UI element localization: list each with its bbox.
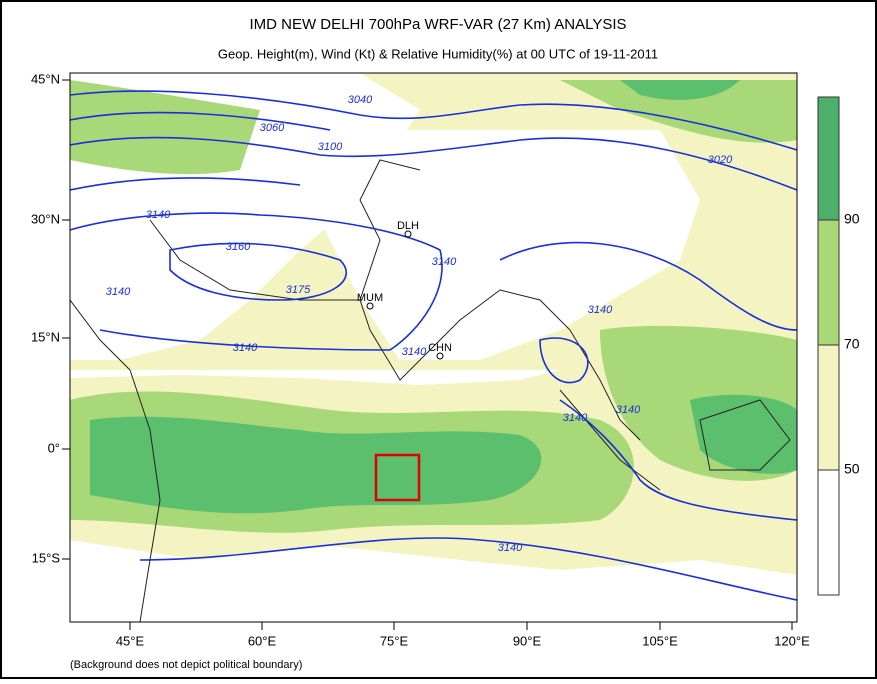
highlight-box [374,453,421,502]
contour-label: 3140 [146,209,171,221]
lat-label: 45°N [31,71,60,86]
contour-label: 3140 [106,286,131,298]
contour-label: 3140 [588,304,613,316]
contour-label: 3175 [286,284,311,296]
colorbar [817,96,840,596]
colorbar-band [817,96,840,221]
contour-label: 3140 [498,542,523,554]
lon-label: 45°E [116,633,145,648]
lon-label: 120°E [774,633,810,648]
lon-label: 105°E [642,633,678,648]
city-marker [436,352,444,360]
contour-label: 3140 [616,404,641,416]
colorbar-band [817,219,840,346]
subtitle: Geop. Height(m), Wind (Kt) & Relative Hu… [218,46,658,61]
title: IMD NEW DELHI 700hPa WRF-VAR (27 Km) ANA… [249,16,626,33]
city-label: DLH [397,220,419,232]
contour-label: 3140 [233,342,258,354]
colorbar-band [817,344,840,471]
lon-label: 60°E [248,633,277,648]
lat-label: 15°S [32,550,61,565]
contours [70,90,797,601]
contour-label: 3040 [348,94,373,106]
lat-label: 30°N [31,211,60,226]
footnote: (Background does not depict political bo… [70,659,302,671]
city-label: MUM [357,292,383,304]
contour-label: 3020 [708,154,733,166]
city-marker [366,302,374,310]
contour-label: 3060 [260,122,285,134]
lat-label: 0° [48,440,60,455]
contour-label: 3140 [432,256,457,268]
contour-label: 3140 [402,346,427,358]
plot-area [69,72,798,623]
contour-label: 3160 [226,241,251,253]
city-marker [404,230,412,238]
contour-label: 3140 [563,412,588,424]
colorbar-label: 50 [844,461,860,477]
humidity-fill [70,73,797,622]
contour-label: 3100 [318,141,343,153]
lon-label: 90°E [513,633,542,648]
colorbar-label: 70 [844,336,860,352]
plot-border [69,72,798,623]
lat-label: 15°N [31,329,60,344]
city-label: CHN [428,342,452,354]
colorbar-band [817,469,840,596]
lon-label: 75°E [380,633,409,648]
colorbar-label: 90 [844,211,860,227]
